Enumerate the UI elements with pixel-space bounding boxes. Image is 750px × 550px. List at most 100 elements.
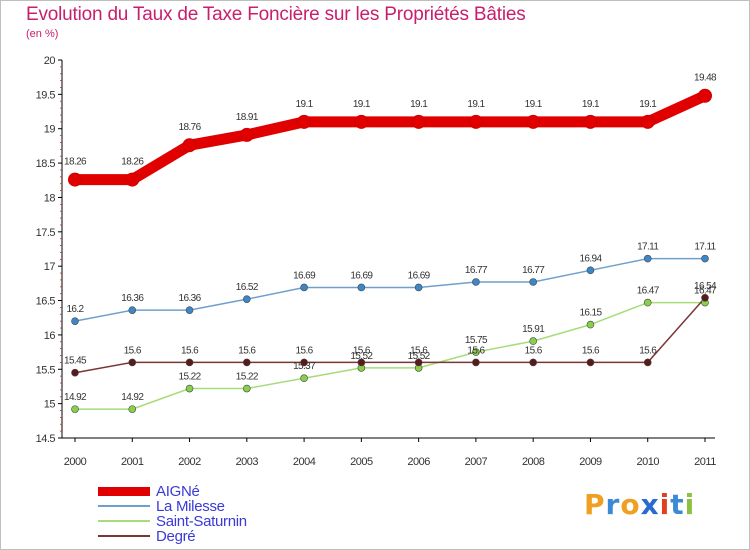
data-label-1: 16.94 bbox=[579, 253, 602, 264]
series-line-1 bbox=[74, 257, 705, 322]
data-point-1 bbox=[300, 283, 308, 292]
x-tick-label: 2004 bbox=[293, 456, 316, 468]
data-point-3 bbox=[643, 358, 652, 367]
y-tick-label: 19.5 bbox=[36, 89, 56, 101]
data-label-2: 16.15 bbox=[579, 308, 602, 319]
data-point-1 bbox=[357, 283, 366, 292]
data-point-3 bbox=[472, 358, 480, 367]
logo-letter: r bbox=[605, 488, 621, 521]
y-tick-label: 16.5 bbox=[36, 296, 56, 308]
data-point-2 bbox=[586, 320, 595, 329]
data-point-3 bbox=[586, 358, 595, 367]
x-tick-label: 2008 bbox=[522, 456, 545, 468]
data-point-0 bbox=[583, 114, 598, 129]
data-label-3: 15.6 bbox=[467, 345, 485, 356]
x-tick-label: 2000 bbox=[64, 456, 87, 468]
data-label-2: 15.52 bbox=[350, 351, 373, 362]
data-point-2 bbox=[643, 298, 652, 307]
y-tick-label: 17 bbox=[44, 261, 56, 273]
data-label-0: 19.1 bbox=[467, 99, 485, 110]
y-tick-label: 16 bbox=[44, 330, 56, 342]
data-label-2: 16.47 bbox=[694, 286, 717, 297]
x-tick-label: 2009 bbox=[579, 456, 602, 468]
data-label-1: 16.2 bbox=[66, 304, 84, 315]
series-line-0 bbox=[75, 90, 708, 186]
y-tick-label: 20 bbox=[44, 55, 56, 67]
data-label-1: 16.69 bbox=[350, 270, 373, 281]
data-label-3: 15.6 bbox=[582, 345, 600, 356]
line-chart: 14.5 15 15.5 16 16.5 17 17.5 18 18.5 19 19.5 20 2000… bbox=[36, 55, 718, 468]
data-point-2 bbox=[128, 405, 137, 413]
data-point-1 bbox=[185, 306, 194, 314]
x-tick-label: 2010 bbox=[636, 456, 659, 468]
data-point-0 bbox=[411, 114, 426, 129]
logo-letter: o bbox=[620, 488, 641, 521]
data-label-2: 14.92 bbox=[64, 392, 87, 403]
data-label-1: 16.52 bbox=[236, 282, 259, 293]
data-label-2: 15.22 bbox=[236, 372, 259, 383]
logo-letter: t bbox=[670, 488, 685, 521]
data-point-1 bbox=[701, 254, 709, 263]
data-point-3 bbox=[701, 293, 709, 302]
legend-label: Degré bbox=[156, 528, 196, 545]
data-label-0: 19.1 bbox=[525, 99, 543, 110]
data-point-3 bbox=[128, 358, 137, 367]
data-label-2: 15.37 bbox=[293, 361, 316, 372]
data-label-1: 16.36 bbox=[179, 293, 202, 304]
data-point-1 bbox=[472, 278, 480, 286]
unit-label: (en %) bbox=[26, 28, 59, 40]
data-point-2 bbox=[472, 348, 480, 356]
data-label-0: 19.1 bbox=[410, 99, 428, 110]
data-label-0: 19.1 bbox=[296, 99, 314, 110]
data-point-3 bbox=[357, 358, 366, 367]
legend-label: AIGNé bbox=[156, 483, 200, 500]
x-tick-label: 2003 bbox=[236, 456, 259, 468]
legend-label: La Milesse bbox=[156, 498, 225, 515]
x-tick-label: 2002 bbox=[178, 456, 201, 468]
data-label-2: 15.75 bbox=[465, 335, 488, 346]
data-point-1 bbox=[643, 254, 652, 263]
x-tick-label: 2005 bbox=[350, 456, 373, 468]
data-point-0 bbox=[68, 172, 82, 187]
logo-letter: i bbox=[659, 488, 671, 521]
x-tick-label: 2007 bbox=[465, 456, 488, 468]
data-point-2 bbox=[529, 337, 537, 345]
series-line-2 bbox=[75, 301, 705, 410]
data-point-0 bbox=[698, 88, 712, 103]
data-label-0: 18.76 bbox=[179, 122, 202, 133]
data-label-3: 16.54 bbox=[694, 281, 717, 292]
data-point-2 bbox=[185, 384, 194, 393]
data-point-3 bbox=[185, 358, 194, 367]
data-label-2: 15.52 bbox=[408, 351, 431, 362]
data-point-1 bbox=[586, 266, 595, 275]
data-point-3 bbox=[529, 358, 537, 367]
y-tick-label: 18 bbox=[44, 192, 56, 204]
data-label-3: 15.6 bbox=[296, 345, 314, 356]
data-label-3: 15.6 bbox=[181, 345, 199, 356]
data-label-1: 16.77 bbox=[522, 265, 545, 276]
legend-swatch bbox=[98, 520, 150, 522]
data-label-3: 15.6 bbox=[238, 345, 256, 356]
data-label-0: 19.1 bbox=[582, 99, 600, 110]
data-point-0 bbox=[354, 114, 369, 129]
data-label-0: 19.1 bbox=[639, 99, 657, 110]
y-tick-label: 15 bbox=[44, 399, 56, 411]
logo-letter: P bbox=[584, 488, 606, 521]
data-point-0 bbox=[239, 127, 254, 142]
data-point-1 bbox=[71, 317, 79, 325]
data-label-2: 15.22 bbox=[179, 372, 202, 383]
data-point-1 bbox=[529, 278, 537, 286]
data-label-0: 18.26 bbox=[121, 157, 144, 168]
data-point-0 bbox=[182, 138, 197, 153]
data-point-2 bbox=[300, 374, 308, 383]
legend-swatch bbox=[98, 505, 150, 507]
y-tick-label: 19 bbox=[44, 124, 56, 136]
x-tick-label: 2006 bbox=[407, 456, 430, 468]
proxiti-logo: Proxiti bbox=[584, 488, 695, 521]
data-label-1: 16.69 bbox=[293, 270, 316, 281]
data-point-1 bbox=[128, 306, 137, 314]
legend-swatch bbox=[98, 486, 150, 496]
data-point-2 bbox=[243, 384, 251, 393]
data-point-1 bbox=[414, 283, 423, 292]
